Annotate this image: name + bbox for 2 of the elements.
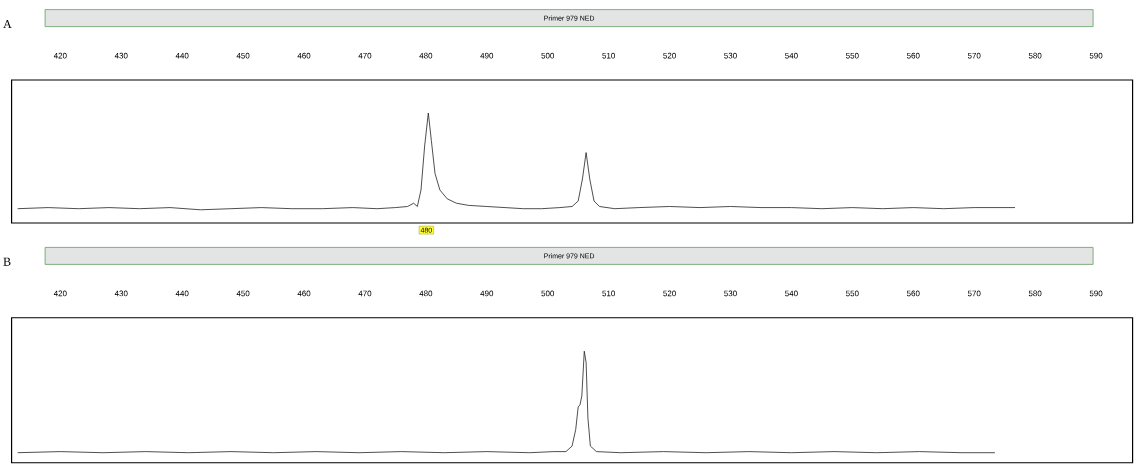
text: B <box>3 257 11 266</box>
text: A <box>3 20 12 28</box>
